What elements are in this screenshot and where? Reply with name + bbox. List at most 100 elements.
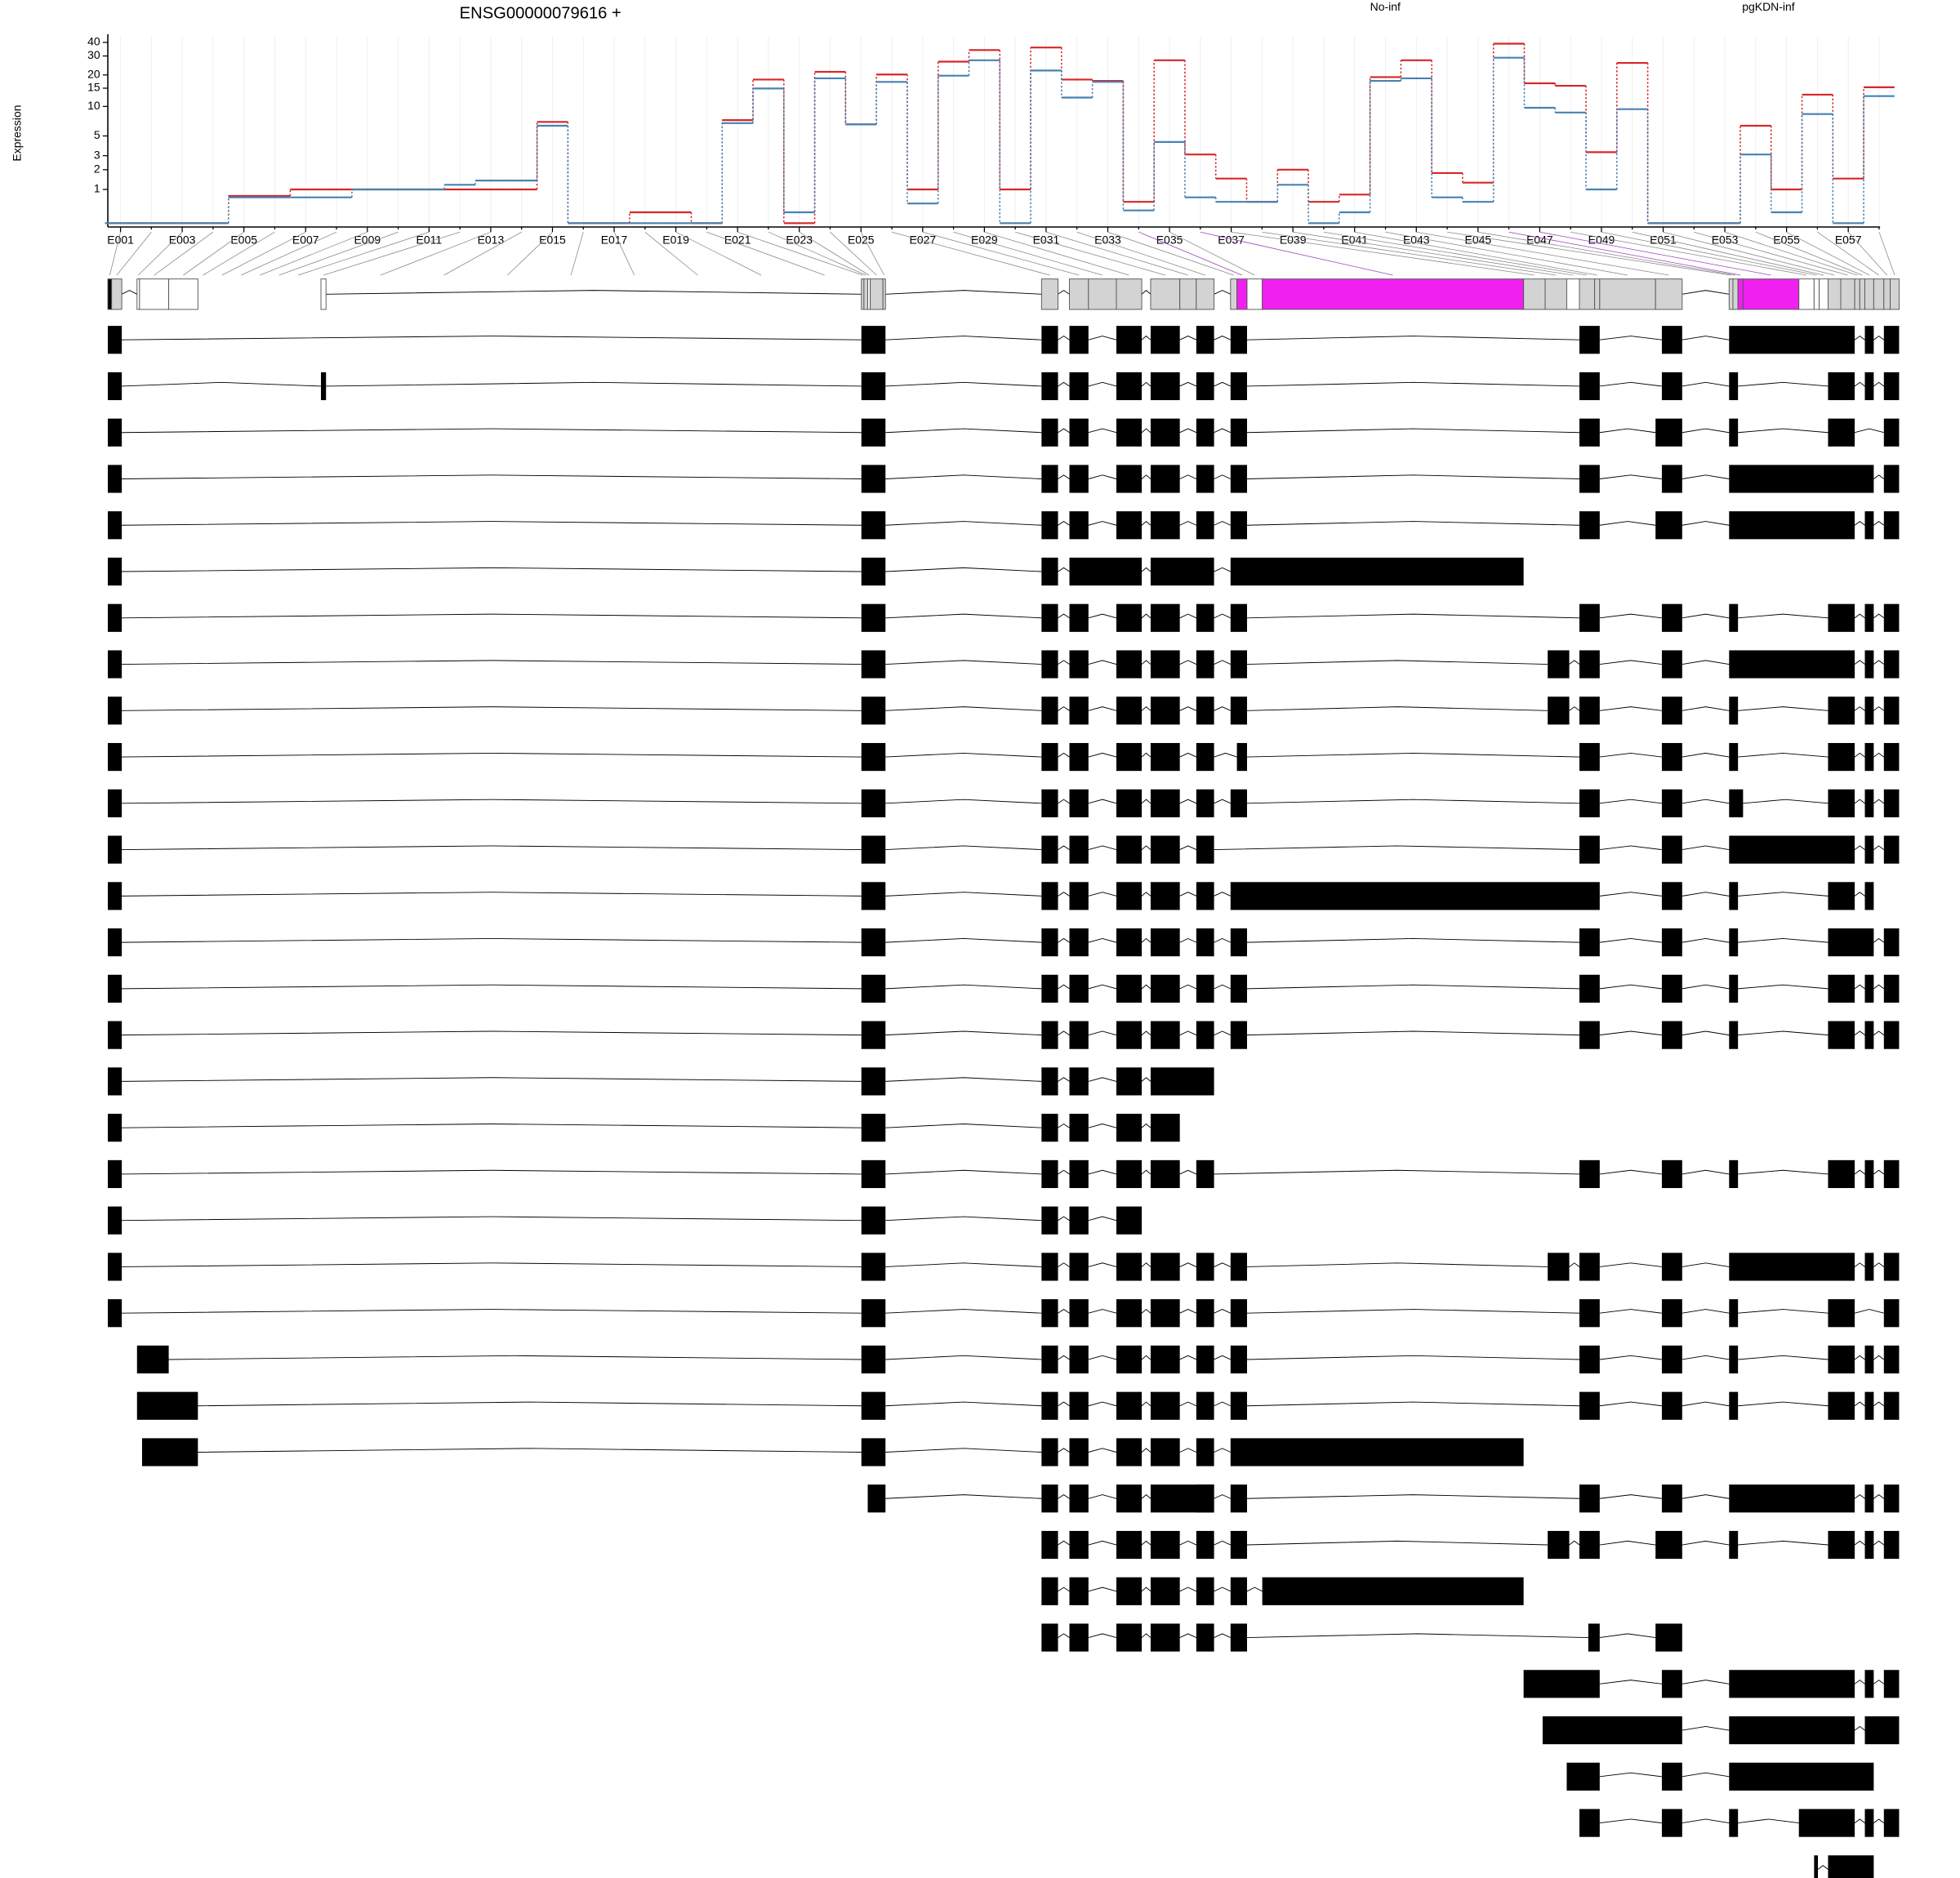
exon-link bbox=[297, 231, 430, 276]
intron bbox=[1682, 1680, 1730, 1684]
transcript-exon bbox=[1828, 1159, 1855, 1189]
transcript-exon bbox=[1041, 1299, 1058, 1328]
transcript-exon bbox=[1230, 1438, 1524, 1466]
intron bbox=[1682, 1772, 1730, 1778]
exon-link bbox=[984, 231, 1129, 276]
transcript-exon bbox=[1116, 1067, 1143, 1096]
intron bbox=[1599, 1633, 1656, 1639]
exon-link bbox=[675, 231, 762, 276]
gene-exon bbox=[1116, 278, 1143, 310]
transcript-exon bbox=[1069, 742, 1089, 772]
transcript-exon bbox=[1069, 696, 1089, 725]
intron bbox=[1179, 336, 1197, 340]
exon-link bbox=[860, 232, 885, 276]
transcript-exon bbox=[1883, 742, 1900, 772]
intron bbox=[885, 1309, 1042, 1314]
intron bbox=[122, 567, 862, 572]
transcript-exon bbox=[1814, 1855, 1819, 1878]
transcript-exon bbox=[1196, 1623, 1214, 1652]
exon-link bbox=[1262, 231, 1557, 276]
transcript-exon bbox=[1883, 511, 1900, 540]
intron bbox=[1214, 567, 1231, 572]
gene-exon bbox=[1594, 278, 1601, 310]
intron bbox=[1599, 799, 1663, 804]
transcript-exon bbox=[108, 1253, 122, 1281]
exon-link bbox=[240, 231, 337, 276]
transcript-exon bbox=[1150, 789, 1180, 817]
transcript-exon bbox=[1196, 418, 1214, 447]
intron bbox=[885, 1448, 1042, 1453]
intron bbox=[1058, 892, 1070, 897]
exon-link bbox=[1354, 231, 1597, 276]
intron bbox=[1058, 1633, 1070, 1638]
intron bbox=[885, 937, 1042, 943]
intron bbox=[885, 752, 1042, 758]
transcript-exon bbox=[861, 1021, 886, 1049]
transcript-exon bbox=[1729, 1021, 1739, 1049]
transcript-exon bbox=[1729, 372, 1739, 401]
intron bbox=[1682, 336, 1730, 340]
gene-exon bbox=[1069, 278, 1089, 310]
intron bbox=[1141, 1633, 1152, 1638]
intron bbox=[326, 290, 862, 295]
transcript-exon bbox=[1116, 650, 1143, 679]
intron bbox=[1854, 1309, 1884, 1314]
transcript-exon bbox=[1864, 742, 1874, 772]
transcript-exon bbox=[1230, 974, 1247, 1003]
x-tick-label: E001 bbox=[107, 234, 134, 247]
transcript-exon bbox=[1883, 1391, 1900, 1420]
transcript-exon bbox=[1069, 882, 1089, 910]
exon-link bbox=[1076, 231, 1205, 276]
transcript-exon bbox=[1579, 1021, 1600, 1049]
transcript-exon bbox=[1116, 1299, 1143, 1328]
transcript-exon bbox=[1579, 418, 1600, 447]
exon-link bbox=[922, 231, 1080, 276]
exon-link bbox=[1724, 231, 1858, 276]
intron bbox=[122, 660, 862, 665]
transcript-exon bbox=[1729, 1345, 1739, 1374]
transcript-exon bbox=[1883, 603, 1900, 632]
transcript-exon bbox=[1236, 742, 1247, 772]
transcript-exon bbox=[1661, 835, 1682, 864]
transcript-exon bbox=[1661, 603, 1682, 632]
intron bbox=[1141, 845, 1152, 850]
transcript-exon bbox=[1579, 603, 1600, 632]
transcript-exon bbox=[1196, 326, 1214, 354]
transcript-exon bbox=[1661, 928, 1682, 957]
exon-link bbox=[183, 231, 244, 276]
intron bbox=[122, 428, 862, 434]
intron bbox=[1058, 381, 1070, 387]
intron bbox=[1058, 1355, 1070, 1360]
transcript-exon bbox=[108, 603, 122, 632]
transcript-exon bbox=[1864, 1670, 1874, 1698]
transcript-exon bbox=[1041, 465, 1058, 493]
intron bbox=[1599, 1818, 1663, 1824]
intron bbox=[1088, 428, 1117, 434]
transcript-exon bbox=[1523, 1670, 1600, 1698]
intron bbox=[885, 567, 1042, 572]
intron bbox=[1599, 660, 1663, 665]
intron bbox=[1058, 335, 1070, 340]
transcript-exon bbox=[1116, 1484, 1143, 1513]
transcript-exon bbox=[1729, 1762, 1874, 1791]
gene-exon bbox=[168, 278, 198, 310]
intron bbox=[885, 521, 1042, 526]
transcript-exon bbox=[1655, 1530, 1682, 1560]
transcript-exon bbox=[1150, 1391, 1180, 1420]
transcript-exon bbox=[1864, 1159, 1874, 1189]
transcript-exon bbox=[321, 372, 327, 401]
intron bbox=[1599, 613, 1663, 619]
intron bbox=[122, 521, 862, 526]
transcript-exon bbox=[1883, 789, 1900, 817]
intron bbox=[122, 1030, 862, 1036]
transcript-exon bbox=[1116, 882, 1143, 910]
transcript-exon bbox=[1041, 1067, 1058, 1096]
intron bbox=[1179, 1355, 1197, 1360]
transcript-exon bbox=[1196, 1159, 1214, 1189]
intron bbox=[1141, 660, 1152, 665]
intron bbox=[1682, 1725, 1730, 1731]
intron bbox=[1088, 1494, 1117, 1499]
intron bbox=[1214, 1540, 1231, 1546]
intron bbox=[1246, 1401, 1579, 1407]
intron bbox=[1246, 799, 1579, 804]
